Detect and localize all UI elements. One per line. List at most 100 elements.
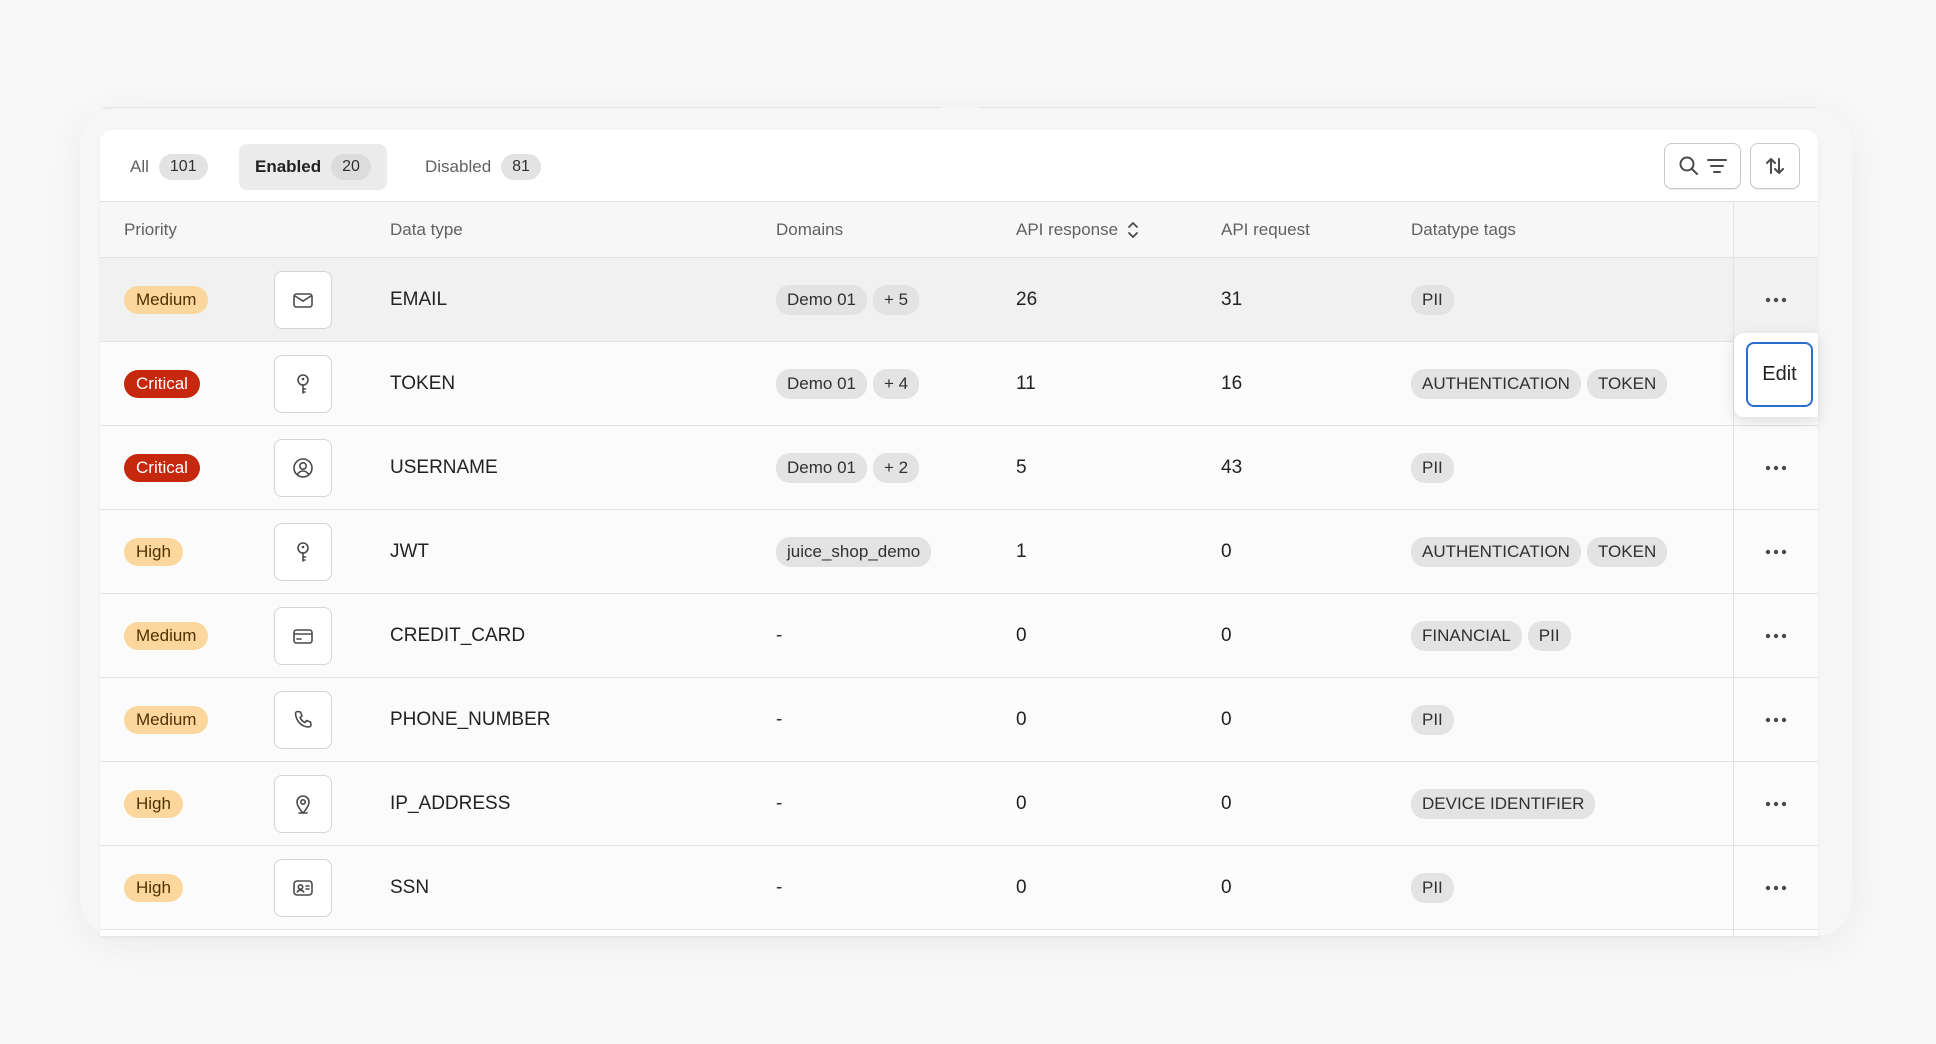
api-response-value: 11 — [1016, 372, 1036, 394]
data-type-cell: PHONE_NUMBER — [390, 678, 550, 761]
api-response-value: 26 — [1016, 288, 1038, 310]
table-row[interactable]: Critical USERNAME Demo 01 + 2 5 43 PII — [100, 426, 1818, 510]
more-actions-button[interactable] — [1756, 448, 1796, 488]
domain-chip: + 5 — [872, 284, 920, 315]
more-horizontal-icon — [1765, 465, 1787, 470]
tab-count: 20 — [331, 154, 371, 180]
tags-cell: AUTHENTICATION TOKEN — [1411, 510, 1673, 593]
filter-icon — [1706, 159, 1727, 173]
icon-cell — [274, 678, 332, 761]
data-type-name: CREDIT_CARD — [390, 624, 526, 646]
datatype-tag: AUTHENTICATION — [1411, 536, 1581, 567]
priority-badge: Critical — [124, 453, 200, 482]
datatype-tag: TOKEN — [1586, 536, 1668, 567]
api-request-value: 16 — [1221, 372, 1243, 394]
key-icon — [297, 373, 309, 394]
priority-badge: Critical — [124, 369, 200, 398]
credit-card-icon — [293, 628, 313, 644]
api-request-value: 0 — [1221, 876, 1232, 898]
data-type-name: PHONE_NUMBER — [390, 708, 551, 730]
actions-column — [1733, 202, 1818, 936]
column-header-data-type[interactable]: Data type — [390, 219, 463, 239]
data-type-cell: CREDIT_CARD — [390, 594, 525, 677]
domains-empty: - — [776, 708, 783, 730]
more-actions-button[interactable] — [1756, 616, 1796, 656]
priority-badge: Medium — [124, 621, 209, 650]
data-type-icon-box — [274, 270, 332, 329]
sort-button[interactable] — [1750, 143, 1800, 189]
table-row[interactable]: Medium PHONE_NUMBER - 0 0 PII — [100, 678, 1818, 762]
column-header-api-response[interactable]: API response — [1016, 202, 1140, 257]
datatype-tag: PII — [1411, 284, 1454, 315]
data-type-cell: SSN — [390, 846, 429, 929]
more-actions-button[interactable] — [1756, 868, 1796, 908]
tags-cell: DEVICE IDENTIFIER — [1411, 762, 1601, 845]
priority-cell: High — [124, 762, 183, 845]
more-horizontal-icon — [1765, 633, 1787, 638]
api-request-cell: 0 — [1221, 594, 1232, 677]
data-type-name: EMAIL — [390, 288, 448, 310]
table-row[interactable]: Medium EMAIL Demo 01 + 5 26 31 PII — [100, 258, 1818, 342]
domains-cell: - — [776, 846, 782, 929]
data-type-cell: TOKEN — [390, 342, 455, 425]
actions-cell — [1756, 762, 1796, 845]
api-request-cell: 0 — [1221, 846, 1232, 929]
more-actions-button[interactable] — [1756, 280, 1796, 320]
table-row[interactable]: Critical TOKEN Demo 01 + 4 11 16 AUTHENTICATIO… — [100, 342, 1818, 426]
priority-cell: High — [124, 846, 183, 929]
domain-chip: Demo 01 — [776, 452, 867, 483]
tab-enabled[interactable]: Enabled 20 — [239, 144, 387, 190]
filter-tabs: All 101 Enabled 20 Disabled 81 — [100, 130, 1818, 202]
actions-cell — [1756, 846, 1796, 929]
table-row[interactable]: Medium CREDIT_CARD - 0 0 FINANCIAL PII — [100, 594, 1818, 678]
api-request-value: 0 — [1221, 792, 1232, 814]
api-response-cell: 5 — [1016, 426, 1027, 509]
api-response-cell: 0 — [1016, 846, 1027, 929]
tags-cell: PII — [1411, 846, 1460, 929]
column-header-domains[interactable]: Domains — [776, 219, 844, 239]
datatype-tag: AUTHENTICATION — [1411, 368, 1581, 399]
priority-badge: Medium — [124, 285, 209, 314]
tags-cell: AUTHENTICATION TOKEN — [1411, 342, 1673, 425]
sort-chevrons-icon — [1128, 221, 1138, 238]
domain-chip: juice_shop_demo — [776, 536, 932, 567]
more-horizontal-icon — [1765, 801, 1787, 806]
domains-cell: Demo 01 + 2 — [776, 426, 925, 509]
api-request-cell: 0 — [1221, 762, 1232, 845]
domains-empty: - — [776, 876, 783, 898]
data-type-cell: USERNAME — [390, 426, 498, 509]
key-icon — [297, 541, 309, 562]
table-row[interactable]: High JWT juice_shop_demo 1 0 AUTHENTICATION TO… — [100, 510, 1818, 594]
column-header-priority[interactable]: Priority — [124, 219, 177, 239]
domain-chip: + 2 — [872, 452, 920, 483]
column-header-api-request[interactable]: API request — [1221, 219, 1310, 239]
more-actions-button[interactable] — [1756, 784, 1796, 824]
tab-all[interactable]: All 101 — [114, 144, 224, 190]
search-filter-button[interactable] — [1664, 143, 1741, 189]
table-row[interactable]: High IP_ADDRESS - 0 0 DEVICE IDENTIFIER — [100, 762, 1818, 846]
data-type-cell: EMAIL — [390, 258, 447, 341]
datatype-tag: PII — [1411, 452, 1454, 483]
edit-button[interactable]: Edit — [1746, 342, 1813, 407]
column-header-datatype-tags[interactable]: Datatype tags — [1411, 219, 1516, 239]
domain-chip: Demo 01 — [776, 368, 867, 399]
api-response-value: 0 — [1016, 624, 1027, 646]
data-type-icon-box — [274, 858, 332, 917]
sort-arrows-icon — [1766, 158, 1784, 174]
tab-count: 101 — [158, 154, 208, 180]
domains-empty: - — [776, 624, 783, 646]
api-response-value: 5 — [1016, 456, 1027, 478]
tab-disabled[interactable]: Disabled 81 — [409, 144, 557, 190]
table-row[interactable]: High SSN - 0 0 PII — [100, 846, 1818, 930]
datatype-tag: DEVICE IDENTIFIER — [1411, 788, 1596, 819]
more-actions-button[interactable] — [1756, 700, 1796, 740]
tab-label: Enabled — [255, 157, 322, 176]
data-type-cell: IP_ADDRESS — [390, 762, 510, 845]
priority-badge: High — [124, 789, 183, 818]
more-horizontal-icon — [1765, 885, 1787, 890]
actions-cell — [1756, 594, 1796, 677]
more-actions-button[interactable] — [1756, 532, 1796, 572]
api-request-cell: 43 — [1221, 426, 1242, 509]
api-response-value: 0 — [1016, 708, 1027, 730]
domain-chip: + 4 — [872, 368, 920, 399]
